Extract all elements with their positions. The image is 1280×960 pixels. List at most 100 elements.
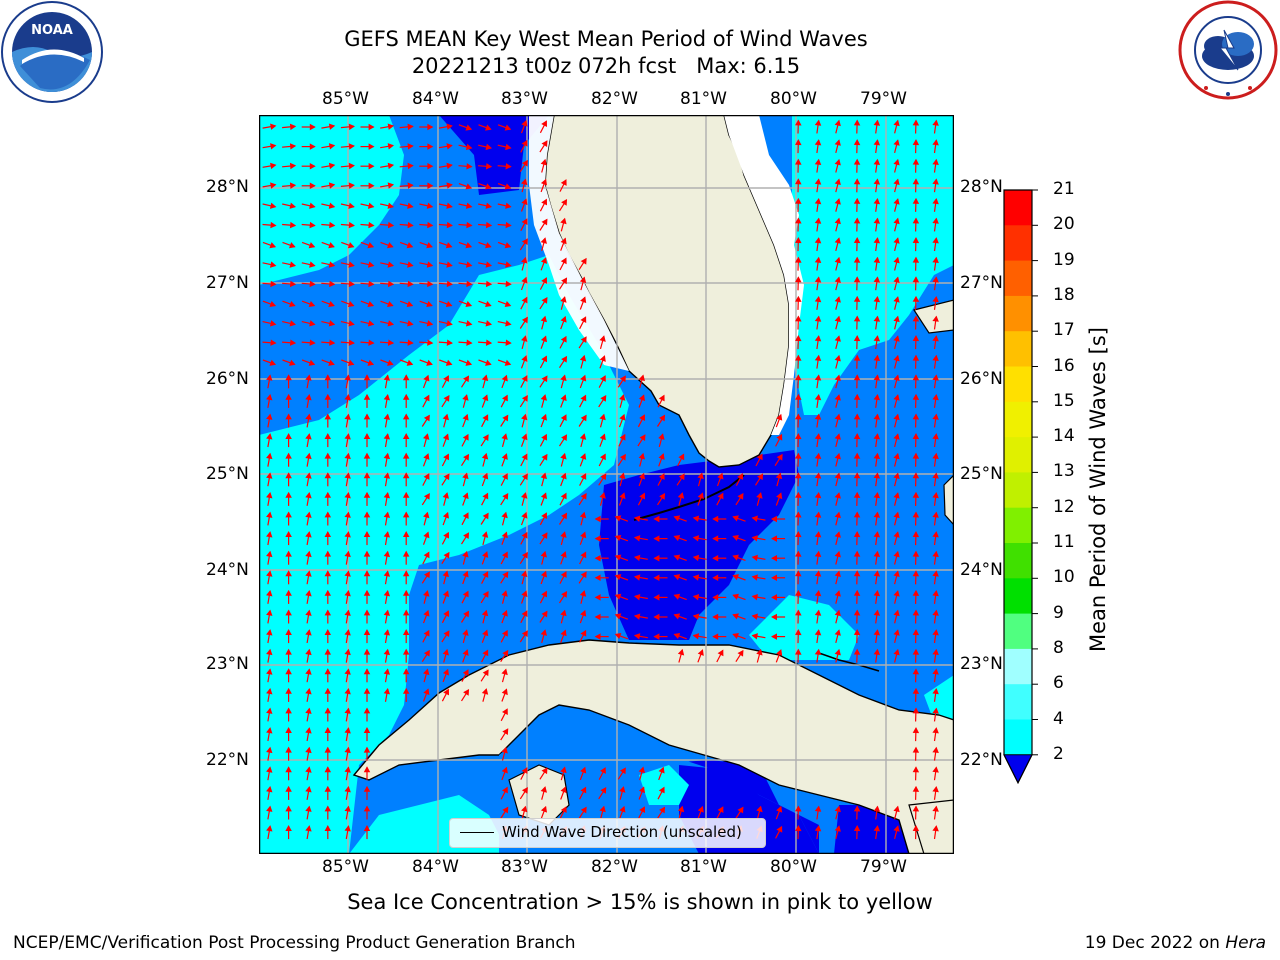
wind-wave-arrow-head [446, 320, 453, 327]
wind-wave-arrow-head [270, 143, 277, 150]
wind-wave-arrow-head [462, 394, 469, 401]
wind-wave-arrow-head [305, 570, 312, 577]
wind-wave-arrow-head [692, 593, 700, 601]
wind-wave-arrow-head [771, 554, 777, 562]
wind-wave-arrow-head [368, 162, 375, 170]
wind-wave-arrow-head [521, 630, 528, 637]
wind-wave-arrow-head [873, 374, 881, 381]
lon-label: 79°W [860, 857, 907, 877]
wind-wave-arrow-head [659, 806, 666, 814]
wind-wave-arrow-head [402, 570, 410, 577]
wind-wave-arrow-head [580, 786, 587, 794]
wind-wave-arrow-head [932, 197, 939, 205]
wind-wave-arrow-head [932, 589, 939, 597]
wind-wave-arrow-head [266, 785, 273, 793]
wind-wave-arrow-head [446, 221, 453, 229]
wind-wave-arrow-head [367, 359, 375, 366]
wind-wave-arrow-head [795, 158, 802, 165]
wind-wave-arrow-head [795, 589, 802, 596]
wind-wave-arrow-head [368, 280, 375, 288]
wind-wave-arrow-head [402, 589, 410, 596]
wind-wave-arrow-head [873, 197, 881, 205]
wind-wave-arrow-head [521, 590, 528, 598]
wind-wave-arrow-head [932, 158, 939, 166]
wind-wave-arrow-head [639, 492, 646, 500]
wind-wave-arrow-head [443, 453, 450, 461]
wind-wave-arrow-head [363, 472, 371, 479]
lat-label: 22°N [960, 750, 1003, 770]
wind-wave-arrow-head [599, 492, 606, 499]
wind-wave-arrow-head [383, 629, 391, 636]
wind-wave-arrow-head [599, 413, 606, 421]
footer-host: Hera [1225, 933, 1266, 953]
wind-wave-arrow-head [795, 315, 802, 322]
wind-wave-arrow-head [853, 335, 861, 342]
wind-wave-arrow-head [324, 433, 332, 439]
wind-wave-arrow-head [795, 354, 802, 361]
wind-wave-arrow-head [756, 648, 763, 656]
wind-wave-arrow-head [834, 394, 841, 401]
wind-wave-arrow-head [402, 531, 410, 537]
wind-wave-arrow-head [932, 315, 939, 322]
wind-wave-arrow-head [658, 394, 665, 402]
wind-wave-arrow-head [795, 335, 802, 342]
wind-wave-arrow-head [442, 433, 450, 441]
colorbar-tick-label: 20 [1053, 214, 1075, 235]
wind-wave-arrow-head [521, 570, 528, 578]
wind-wave-arrow-head [638, 374, 645, 382]
lat-label: 22°N [206, 750, 249, 770]
wind-wave-arrow-head [893, 609, 900, 617]
map-legend: Wind Wave Direction (unscaled) [449, 818, 766, 848]
wind-wave-arrow-head [462, 570, 469, 578]
wind-wave-arrow-head [521, 256, 528, 264]
wind-wave-arrow-head [541, 610, 548, 618]
wind-wave-arrow-head [443, 375, 450, 382]
wind-wave-arrow-head [348, 202, 355, 209]
wind-wave-arrow-head [932, 746, 939, 754]
wind-wave-arrow-head [285, 452, 292, 459]
wind-wave-arrow-head [599, 335, 606, 342]
wind-wave-arrow-head [912, 217, 920, 224]
wind-wave-arrow-head [633, 593, 641, 601]
wind-wave-arrow-head [912, 570, 920, 577]
wind-wave-arrow-head [305, 707, 312, 714]
wind-wave-arrow-head [776, 492, 783, 500]
wind-wave-arrow-head [751, 574, 758, 581]
wind-wave-arrow-head [814, 609, 822, 616]
wind-wave-arrow-head [600, 395, 607, 402]
wind-wave-arrow-head [893, 237, 900, 244]
wind-wave-arrow-head [266, 629, 273, 636]
wind-wave-arrow-head [795, 217, 802, 224]
wind-wave-arrow-head [853, 158, 861, 165]
wind-wave-arrow-head [442, 570, 449, 578]
wind-wave-arrow-head [580, 806, 587, 814]
wind-wave-arrow-head [521, 355, 528, 362]
wind-wave-arrow-head [344, 393, 351, 401]
wind-wave-arrow-head [712, 515, 719, 523]
wind-wave-arrow-head [579, 433, 587, 440]
wind-wave-arrow-head [504, 300, 512, 308]
wind-wave-arrow-head [751, 515, 758, 522]
sea-ice-caption: Sea Ice Concentration > 15% is shown in … [347, 890, 933, 914]
wind-wave-arrow-head [853, 393, 861, 400]
wind-wave-arrow-head [873, 413, 881, 420]
wind-wave-arrow-head [853, 511, 861, 518]
wind-wave-arrow-head [712, 574, 719, 582]
wind-wave-arrow-head [814, 413, 822, 420]
wind-wave-arrow-head [521, 551, 528, 559]
wind-wave-arrow-head [443, 551, 450, 559]
wind-wave-arrow-head [504, 124, 512, 131]
wind-wave-arrow-head [324, 805, 332, 812]
wind-wave-arrow-head [266, 452, 273, 460]
wind-wave-arrow-head [814, 315, 822, 322]
wind-wave-arrow-head [932, 374, 939, 381]
wind-wave-arrow-head [893, 335, 900, 342]
wind-wave-arrow-head [814, 335, 822, 342]
wind-wave-arrow-head [697, 472, 704, 480]
lon-label: 85°W [322, 857, 369, 877]
wind-wave-arrow-head [540, 158, 547, 166]
wind-wave-arrow-head [521, 218, 528, 226]
wind-wave-arrow-head [402, 413, 410, 420]
wind-wave-arrow-head [344, 687, 351, 695]
wind-wave-arrow-head [853, 550, 861, 557]
